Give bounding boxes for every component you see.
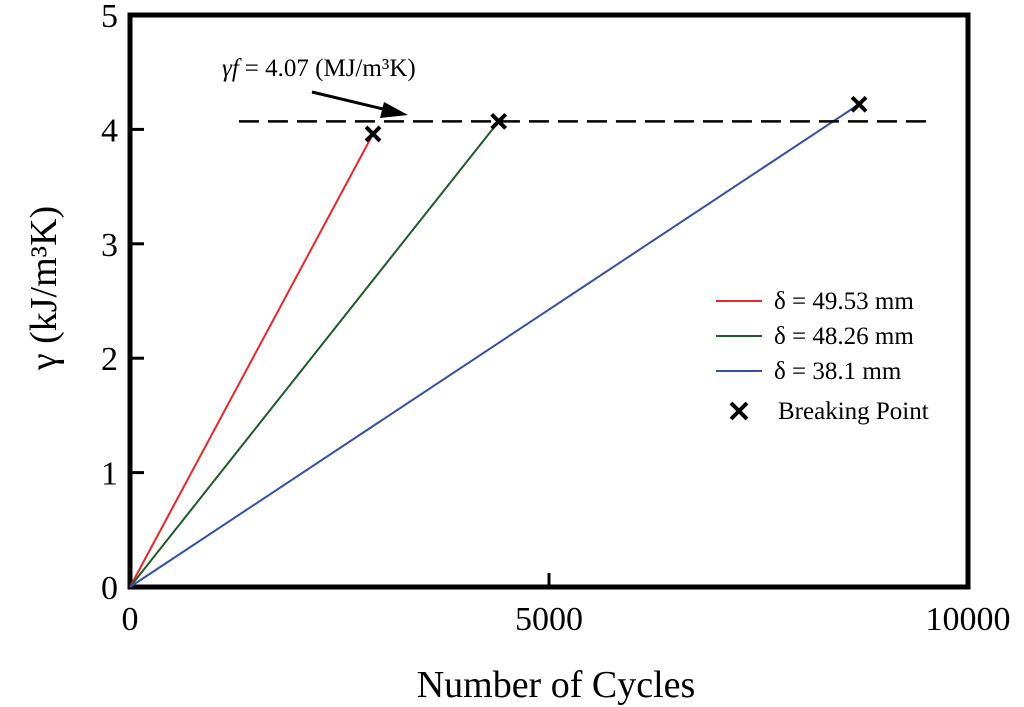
legend-label-2: δ = 48.26 mm — [774, 323, 914, 350]
series-line-1 — [129, 133, 374, 588]
reference-annotation: γf = 4.07 (MJ/m³K) — [222, 55, 416, 118]
breaking-point-stroke-b — [490, 112, 508, 130]
legend-breaking-point-marker — [729, 401, 749, 421]
reference-arrow-shaft — [311, 90, 395, 114]
y-tick-label-4: 4 — [101, 112, 118, 149]
legend-label-3: δ = 38.1 mm — [774, 358, 902, 385]
x-axis-title: Number of Cycles — [417, 664, 696, 706]
y-tick-label-2: 2 — [101, 341, 118, 378]
reference-label-symbol: γf — [222, 55, 242, 82]
axis-ticks: 0 5000 10000 0 1 2 3 4 5 — [101, 0, 1011, 638]
reference-label: γf = 4.07 (MJ/m³K) — [222, 55, 416, 82]
breaking-point-stroke-b — [850, 95, 868, 113]
y-tick-label-3: 3 — [101, 227, 118, 264]
y-tick-label-0: 0 — [101, 570, 118, 607]
reference-label-value: = 4.07 (MJ/m³K) — [245, 55, 416, 82]
x-tick-label-2: 10000 — [926, 601, 1011, 638]
series-line-2 — [129, 120, 500, 588]
x-tick-label-0: 0 — [122, 601, 139, 638]
series-line-3 — [129, 103, 860, 588]
y-axis-title: γ (kJ/m³K) — [23, 206, 65, 371]
legend-label-breaking-point: Breaking Point — [778, 398, 929, 425]
x-tick-label-1: 5000 — [515, 601, 583, 638]
breaking-point-marker-3 — [850, 95, 868, 113]
legend-marker-stroke-b — [729, 401, 749, 421]
y-tick-label-5: 5 — [101, 0, 118, 35]
breaking-point-stroke-b — [364, 125, 382, 143]
breaking-point-marker-1 — [364, 125, 382, 143]
legend-label-1: δ = 49.53 mm — [774, 288, 914, 315]
legend: δ = 49.53 mm δ = 48.26 mm δ = 38.1 mm Break… — [716, 288, 929, 425]
reference-arrow-head — [380, 102, 408, 118]
y-tick-label-1: 1 — [101, 456, 118, 493]
breaking-point-marker-2 — [490, 112, 508, 130]
